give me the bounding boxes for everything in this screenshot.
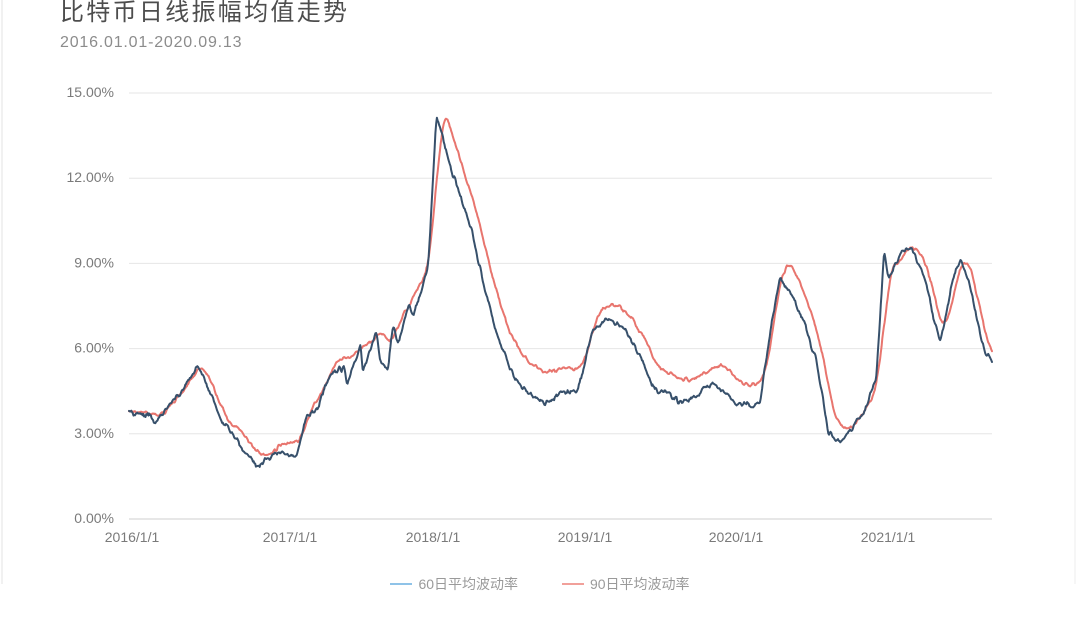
svg-text:2018/1/1: 2018/1/1 bbox=[406, 529, 461, 545]
svg-text:2020/1/1: 2020/1/1 bbox=[709, 529, 764, 545]
svg-text:15.00%: 15.00% bbox=[67, 84, 114, 100]
svg-text:2016/1/1: 2016/1/1 bbox=[105, 529, 160, 545]
svg-text:2021/1/1: 2021/1/1 bbox=[861, 529, 916, 545]
svg-text:2017/1/1: 2017/1/1 bbox=[263, 529, 318, 545]
svg-text:9.00%: 9.00% bbox=[74, 254, 114, 270]
svg-text:12.00%: 12.00% bbox=[67, 169, 114, 185]
svg-text:2019/1/1: 2019/1/1 bbox=[558, 529, 613, 545]
svg-text:0.00%: 0.00% bbox=[74, 510, 114, 526]
svg-text:6.00%: 6.00% bbox=[74, 340, 114, 356]
svg-text:3.00%: 3.00% bbox=[74, 425, 114, 441]
